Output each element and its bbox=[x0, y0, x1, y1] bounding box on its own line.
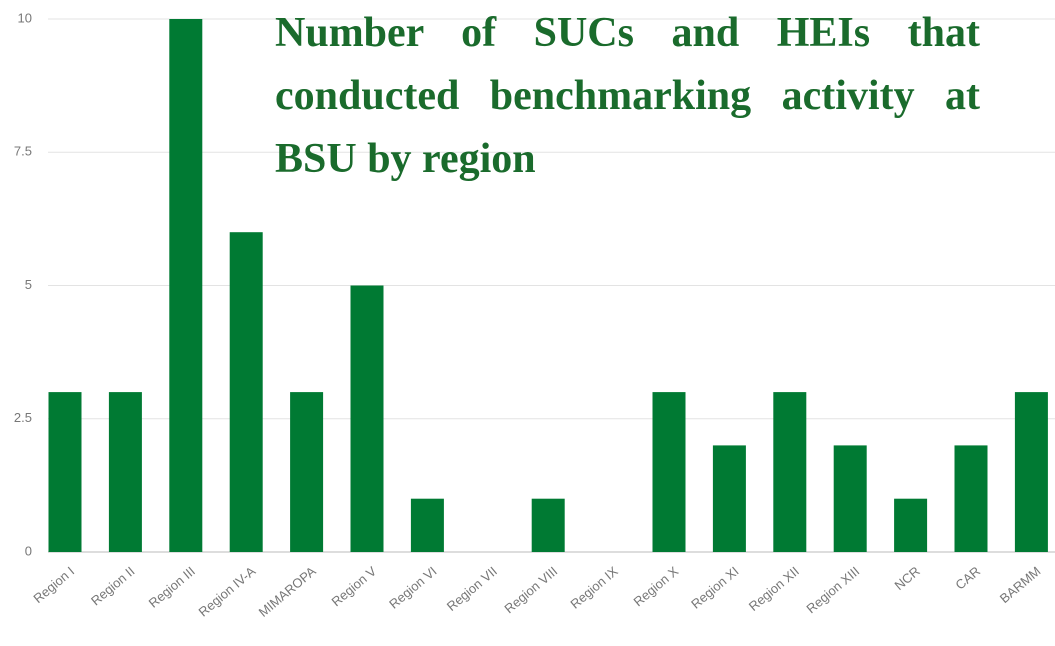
bar bbox=[833, 445, 867, 552]
x-tick-label: Region IV-A bbox=[196, 563, 259, 619]
y-tick-label: 5 bbox=[25, 277, 32, 292]
x-tick-label: Region VIII bbox=[501, 563, 560, 616]
x-tick-label: MIMAROPA bbox=[256, 563, 319, 620]
bar bbox=[350, 285, 384, 552]
x-tick-label: Region VI bbox=[386, 563, 439, 611]
y-tick-label: 7.5 bbox=[14, 144, 32, 159]
x-tick-label: Region XI bbox=[688, 563, 741, 611]
x-tick-label: Region I bbox=[30, 563, 77, 606]
x-tick-label: BARMM bbox=[997, 563, 1044, 606]
bar bbox=[531, 498, 565, 552]
bar bbox=[712, 445, 746, 552]
y-tick-label: 10 bbox=[18, 10, 32, 25]
x-tick-label: Region V bbox=[329, 563, 380, 609]
bar bbox=[1014, 392, 1048, 552]
bar bbox=[652, 392, 686, 552]
x-tick-label: Region II bbox=[88, 563, 138, 608]
chart-title: Number of SUCs and HEIs that conducted b… bbox=[275, 10, 980, 182]
y-tick-label: 0 bbox=[25, 543, 32, 558]
bar bbox=[954, 445, 988, 552]
bar bbox=[108, 392, 142, 552]
bar bbox=[894, 498, 928, 552]
bar bbox=[48, 392, 82, 552]
bar bbox=[410, 498, 444, 552]
x-tick-label: CAR bbox=[952, 563, 983, 592]
bar bbox=[290, 392, 324, 552]
bar bbox=[169, 19, 203, 552]
bar bbox=[773, 392, 807, 552]
x-tick-label: Region VII bbox=[444, 563, 500, 614]
x-tick-label: Region XIII bbox=[803, 563, 862, 616]
x-tick-label: Region X bbox=[631, 563, 682, 609]
y-tick-label: 2.5 bbox=[14, 410, 32, 425]
x-tick-label: Region III bbox=[146, 563, 198, 610]
x-tick-label: Region IX bbox=[567, 563, 621, 611]
x-tick-label: Region XII bbox=[746, 563, 802, 614]
bar bbox=[229, 232, 263, 552]
x-tick-label: NCR bbox=[892, 563, 923, 593]
